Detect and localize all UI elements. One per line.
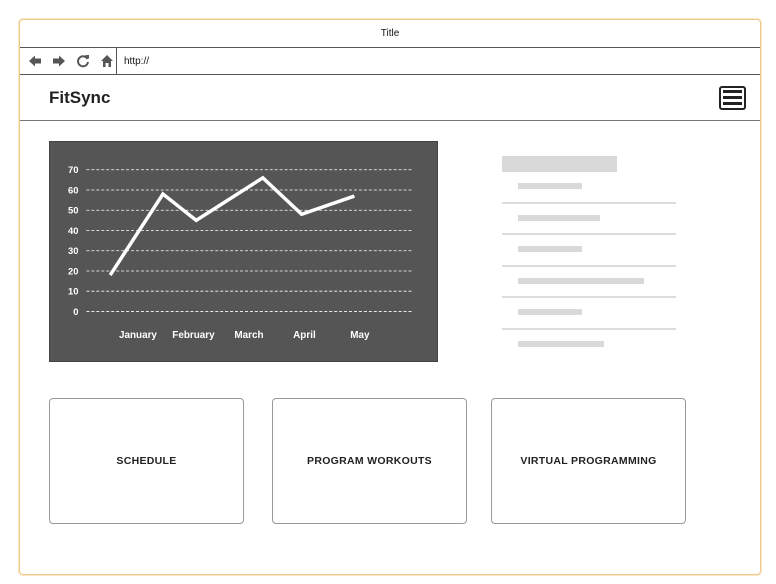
x-tick-label: January	[119, 330, 157, 341]
list-item[interactable]	[502, 235, 676, 267]
list-item[interactable]	[502, 204, 676, 235]
y-tick-label: 60	[68, 184, 78, 195]
series-line	[108, 175, 355, 276]
y-tick-label: 20	[68, 265, 78, 276]
window-titlebar: Title	[20, 20, 760, 48]
home-button[interactable]	[98, 52, 116, 70]
list-item[interactable]	[502, 172, 676, 204]
browser-window: Title	[19, 19, 761, 575]
y-tick-label: 40	[68, 225, 78, 236]
browser-nav-controls	[20, 48, 117, 74]
y-tick-label: 0	[73, 306, 78, 317]
placeholder-text	[518, 340, 604, 347]
hamburger-line	[723, 102, 742, 105]
back-button[interactable]	[26, 52, 44, 70]
schedule-card[interactable]: SCHEDULE	[49, 398, 244, 524]
y-tick-label: 70	[68, 164, 78, 175]
hamburger-menu-icon[interactable]	[719, 85, 746, 110]
list-item[interactable]	[502, 267, 676, 298]
refresh-button[interactable]	[74, 52, 92, 70]
placeholder-text	[518, 246, 582, 252]
action-cards: SCHEDULE PROGRAM WORKOUTS VIRTUAL PROGRA…	[49, 398, 749, 524]
window-title: Title	[380, 28, 400, 39]
url-field[interactable]: http://	[124, 55, 150, 67]
home-icon	[101, 55, 113, 67]
placeholder-text	[518, 183, 582, 189]
chart-svg: 0 10 20 30 40 50 60 70 January February March April…	[68, 164, 414, 341]
x-tick-label: March	[234, 330, 263, 341]
hamburger-line	[723, 96, 742, 99]
back-arrow-icon	[29, 55, 41, 67]
address-bar: http://	[20, 48, 760, 75]
x-tick-label: May	[350, 330, 370, 341]
refresh-icon	[77, 55, 89, 68]
y-tick-label: 10	[68, 286, 78, 297]
forward-button[interactable]	[50, 52, 68, 70]
placeholder-list-title	[502, 156, 617, 172]
list-item[interactable]	[502, 330, 676, 362]
program-workouts-card[interactable]: PROGRAM WORKOUTS	[272, 398, 467, 524]
x-tick-label: February	[172, 330, 215, 341]
y-tick-label: 50	[68, 205, 78, 216]
placeholder-text	[518, 214, 600, 221]
app-header: FitSync	[20, 75, 760, 121]
virtual-programming-card[interactable]: VIRTUAL PROGRAMMING	[491, 398, 686, 524]
brand-logo[interactable]: FitSync	[49, 87, 111, 107]
list-item[interactable]	[502, 298, 676, 330]
line-chart: 0 10 20 30 40 50 60 70 January February March April…	[49, 141, 438, 362]
y-tick-label: 30	[68, 245, 78, 256]
x-tick-label: April	[293, 330, 316, 341]
placeholder-text	[518, 277, 644, 284]
placeholder-text	[518, 309, 582, 315]
forward-arrow-icon	[53, 55, 65, 67]
hamburger-line	[723, 90, 742, 93]
placeholder-list	[502, 156, 676, 361]
